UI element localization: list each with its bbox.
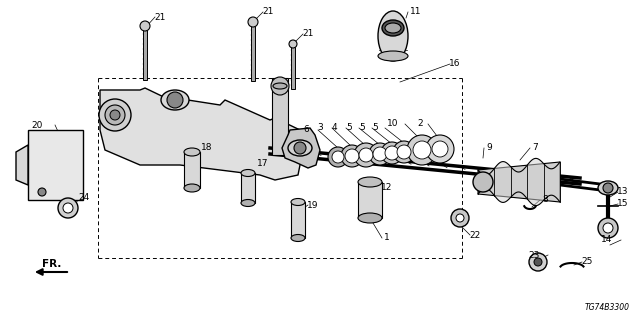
Circle shape [432,141,448,157]
Ellipse shape [598,181,618,195]
Ellipse shape [378,11,408,61]
Text: 8: 8 [542,196,548,204]
Circle shape [332,151,344,163]
Circle shape [110,110,120,120]
Text: 4: 4 [331,124,337,132]
Circle shape [248,17,258,27]
Text: 10: 10 [387,119,399,129]
Circle shape [385,146,399,160]
Text: 14: 14 [602,236,612,244]
Ellipse shape [273,83,287,89]
Ellipse shape [358,177,382,187]
Circle shape [167,92,183,108]
Circle shape [473,172,493,192]
Circle shape [328,147,348,167]
Text: 9: 9 [486,143,492,153]
Circle shape [456,214,464,222]
Text: 6: 6 [303,125,309,134]
Text: 24: 24 [78,194,90,203]
Bar [358,182,382,218]
Ellipse shape [291,235,305,242]
Polygon shape [478,162,560,202]
Circle shape [393,141,415,163]
Ellipse shape [241,170,255,177]
Text: 25: 25 [581,258,593,267]
Circle shape [359,148,373,162]
Text: TG74B3300: TG74B3300 [585,303,630,312]
Circle shape [294,142,306,154]
Circle shape [451,209,469,227]
Circle shape [598,218,618,238]
Polygon shape [282,128,320,168]
Circle shape [271,77,289,95]
Text: 5: 5 [372,124,378,132]
Circle shape [603,183,613,193]
Circle shape [373,147,387,161]
Text: 22: 22 [469,230,481,239]
Circle shape [58,198,78,218]
Text: 19: 19 [307,201,319,210]
Circle shape [381,142,403,164]
Polygon shape [16,145,28,185]
Ellipse shape [382,20,404,36]
Text: 11: 11 [410,7,422,17]
Text: 16: 16 [449,60,461,68]
Text: 3: 3 [317,124,323,132]
Ellipse shape [288,140,312,156]
Circle shape [529,253,547,271]
Circle shape [63,203,73,213]
Text: 12: 12 [381,183,393,193]
Circle shape [407,135,437,165]
Text: 13: 13 [617,188,628,196]
Circle shape [38,188,46,196]
Text: 18: 18 [201,143,212,153]
Circle shape [603,223,613,233]
Bar [272,78,288,155]
Ellipse shape [378,51,408,61]
Circle shape [426,135,454,163]
Text: 2: 2 [417,119,423,129]
Text: 5: 5 [359,124,365,132]
Bar [28,130,83,200]
Circle shape [397,145,411,159]
Circle shape [413,141,431,159]
Text: 1: 1 [384,234,390,243]
Text: 20: 20 [31,121,43,130]
Text: 15: 15 [617,199,628,209]
Circle shape [105,105,125,125]
Circle shape [341,145,363,167]
Circle shape [99,99,131,131]
Text: 17: 17 [257,158,269,167]
Ellipse shape [291,198,305,205]
Text: FR.: FR. [42,259,61,269]
Text: 7: 7 [532,143,538,153]
Text: 21: 21 [262,7,274,17]
Bar [143,30,147,80]
Bar [291,47,295,89]
Text: 23: 23 [528,251,540,260]
Circle shape [140,21,150,31]
Bar [251,26,255,81]
Ellipse shape [184,148,200,156]
Ellipse shape [161,90,189,110]
Bar [184,152,200,188]
Circle shape [534,258,542,266]
Ellipse shape [241,199,255,206]
Ellipse shape [385,23,401,33]
Circle shape [345,149,359,163]
Polygon shape [100,88,302,180]
Ellipse shape [358,213,382,223]
Circle shape [369,143,391,165]
Circle shape [289,40,297,48]
Circle shape [354,143,378,167]
Text: 5: 5 [346,124,352,132]
Text: 21: 21 [154,12,166,21]
Ellipse shape [184,184,200,192]
Bar [291,202,305,238]
Bar [241,173,255,203]
Text: 21: 21 [302,29,314,38]
